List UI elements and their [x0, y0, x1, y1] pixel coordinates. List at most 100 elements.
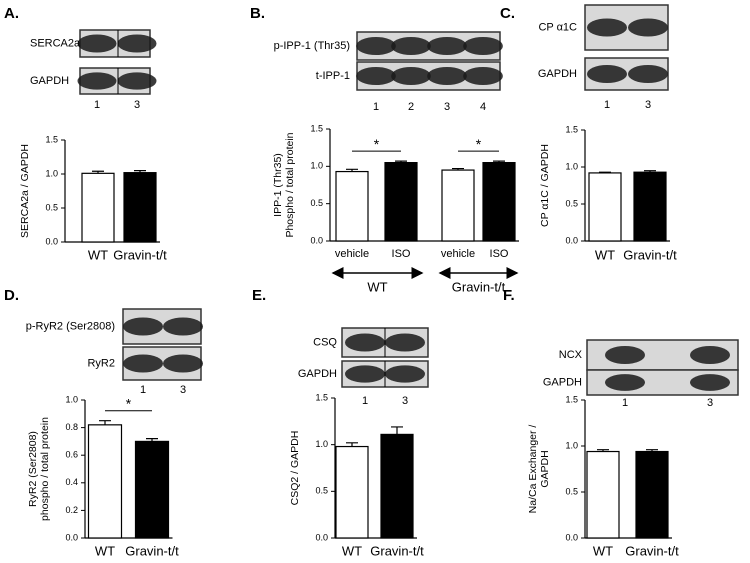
error-bar	[146, 438, 158, 442]
x-tick-label: WT	[342, 543, 362, 558]
x-tick-label: vehicle	[441, 248, 475, 260]
blot-band	[385, 365, 425, 383]
error-bar	[493, 160, 505, 163]
error-bar	[452, 167, 464, 171]
blot-label: CP α1C	[538, 21, 577, 33]
y-tick-label: 1.0	[45, 168, 58, 178]
bar	[87, 424, 123, 539]
error-bar	[599, 171, 611, 173]
panel-label: B.	[250, 5, 265, 22]
blot-label: t-IPP-1	[316, 70, 350, 82]
y-axis-label: SERCA2a / GAPDH	[19, 144, 31, 238]
x-tick-label: WT	[95, 543, 115, 558]
panel-label: A.	[4, 5, 19, 22]
error-bar	[92, 170, 104, 174]
y-tick-label: 1.5	[310, 123, 323, 133]
error-bar	[395, 160, 407, 163]
panel: C. CP α1C GAPDH 1 3 0.0 0.5 1.0 1.5 CP α1C / GAPD…	[500, 4, 677, 262]
blot-band	[123, 317, 163, 336]
panel-label: E.	[252, 287, 266, 304]
blot-band	[117, 72, 157, 90]
x-tick-label: WT	[595, 247, 615, 262]
panel: D. p-RyR2 (Ser2808) RyR2 1 3 0.0 0.2 0.4 0.6 0.8 1…	[4, 287, 203, 558]
blot-band	[628, 65, 668, 83]
y-tick-label: 0.8	[65, 422, 78, 432]
y-tick-label: 0.4	[65, 477, 78, 487]
blot-band	[356, 67, 396, 85]
x-tick-label: vehicle	[335, 248, 369, 260]
y-tick-label: 0.0	[45, 236, 58, 246]
blot-band	[690, 346, 730, 364]
lane-label: 1	[362, 395, 368, 407]
blot-band	[605, 374, 645, 391]
y-tick-label: 1.0	[565, 161, 578, 171]
y-tick-label: 0.5	[310, 198, 323, 208]
blot-label: GAPDH	[298, 368, 337, 380]
y-axis-label: CSQ2 / GAPDH	[289, 431, 301, 506]
y-tick-label: 0.0	[315, 532, 328, 542]
y-tick-label: 0.0	[565, 235, 578, 245]
lane-label: 4	[480, 101, 486, 113]
y-tick-label: 0.5	[45, 202, 58, 212]
y-tick-label: 0.0	[565, 532, 578, 542]
lane-label: 1	[622, 397, 628, 409]
bar	[384, 162, 418, 242]
blot-label: NCX	[559, 349, 583, 361]
group-label: WT	[367, 279, 387, 294]
y-tick-label: 1.5	[565, 394, 578, 404]
error-bar	[597, 449, 609, 452]
y-tick-label: 1.5	[565, 124, 578, 134]
error-bar	[346, 168, 358, 172]
y-tick-label: 1.0	[310, 161, 323, 171]
blot-band	[163, 317, 203, 336]
error-bar	[99, 420, 111, 425]
lane-label: 3	[707, 397, 713, 409]
y-axis-label: GAPDH	[539, 450, 551, 487]
blot-band	[587, 65, 627, 83]
bar	[81, 172, 115, 243]
x-tick-label: WT	[593, 543, 613, 558]
y-tick-label: 0.2	[65, 505, 78, 515]
blot-label: CSQ	[313, 336, 337, 348]
y-tick-label: 0.5	[565, 486, 578, 496]
bar	[441, 169, 475, 242]
blot-band	[163, 354, 203, 373]
lane-label: 3	[645, 99, 651, 111]
significance-label: *	[126, 395, 132, 411]
blot-band	[345, 365, 385, 383]
blot-band	[391, 67, 431, 85]
x-tick-label: WT	[88, 247, 108, 262]
blot-band	[628, 18, 668, 37]
blot-label: GAPDH	[538, 68, 577, 80]
x-tick-label: ISO	[490, 248, 509, 260]
lane-label: 3	[134, 99, 140, 111]
blot-band	[463, 37, 503, 55]
bar	[482, 162, 516, 242]
y-tick-label: 0.6	[65, 450, 78, 460]
blot-label: SERCA2a	[30, 37, 81, 49]
bar	[380, 433, 414, 539]
lane-label: 2	[408, 101, 414, 113]
significance-label: *	[476, 136, 482, 152]
y-tick-label: 1.0	[565, 440, 578, 450]
panel: F. NCX GAPDH 1 3 0.0 0.5 1.0 1.5 Na/Ca Exchanger …	[503, 287, 739, 558]
y-tick-label: 1.5	[45, 134, 58, 144]
error-bar	[134, 170, 146, 173]
blot-label: RyR2	[87, 357, 115, 369]
blot-band	[356, 37, 396, 55]
blot-label: p-IPP-1 (Thr35)	[274, 40, 350, 52]
y-tick-label: 0.5	[315, 486, 328, 496]
blot-band	[123, 354, 163, 373]
panel-label: C.	[500, 5, 515, 22]
y-axis-label: CP α1C / GAPDH	[539, 144, 551, 227]
blot-band	[427, 37, 467, 55]
x-tick-label: Gravin-t/t	[125, 543, 179, 558]
y-axis-label: Phospho / total protein	[284, 132, 296, 237]
bar	[335, 445, 369, 539]
blot-band	[605, 346, 645, 364]
y-tick-label: 1.5	[315, 392, 328, 402]
x-tick-label: Gravin-t/t	[113, 247, 167, 262]
y-axis-label: Na/Ca Exchanger /	[527, 425, 539, 514]
bar	[635, 450, 669, 539]
